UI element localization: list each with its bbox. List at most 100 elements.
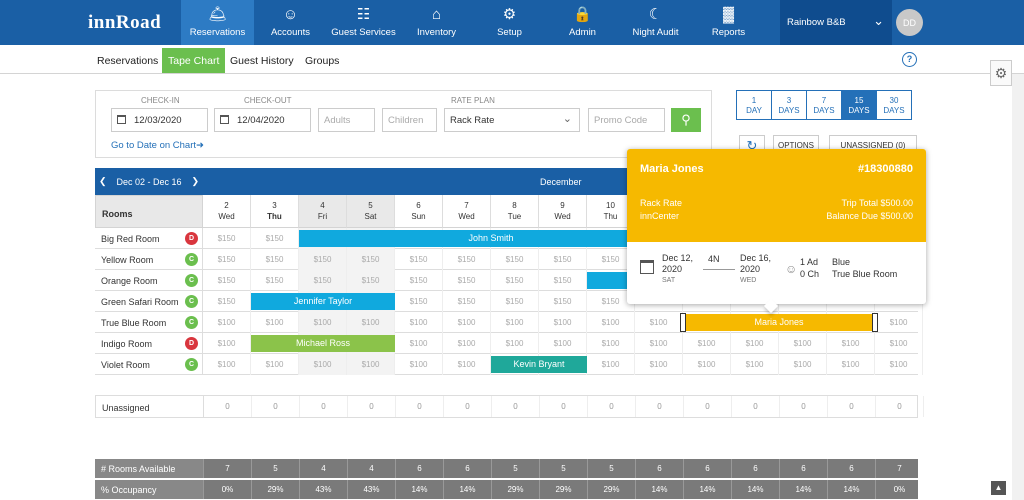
rate-cell[interactable]: $150 bbox=[203, 270, 251, 291]
rate-cell[interactable]: $100 bbox=[875, 354, 923, 375]
rate-cell[interactable]: $100 bbox=[299, 312, 347, 333]
rate-cell[interactable]: $150 bbox=[251, 228, 299, 249]
room-name[interactable]: Orange Room C bbox=[95, 270, 203, 291]
rate-cell[interactable]: $100 bbox=[731, 333, 779, 354]
scrollbar[interactable] bbox=[1012, 74, 1024, 500]
rate-cell[interactable]: $150 bbox=[395, 270, 443, 291]
rate-cell[interactable]: $100 bbox=[395, 333, 443, 354]
rate-cell[interactable]: $100 bbox=[587, 333, 635, 354]
rate-cell[interactable]: $100 bbox=[203, 333, 251, 354]
property-selector[interactable]: Rainbow B&B ⌄ bbox=[780, 0, 892, 45]
rate-cell[interactable]: $100 bbox=[443, 312, 491, 333]
rate-cell[interactable]: $150 bbox=[251, 249, 299, 270]
tab-reservations[interactable]: Reservations bbox=[97, 55, 159, 67]
rate-cell[interactable]: $100 bbox=[683, 333, 731, 354]
rate-cell[interactable]: $100 bbox=[491, 333, 539, 354]
nav-item-reports[interactable]: ▓ Reports bbox=[692, 0, 765, 45]
rate-cell[interactable]: $100 bbox=[251, 354, 299, 375]
rate-cell[interactable]: $100 bbox=[827, 354, 875, 375]
tab-guest-history[interactable]: Guest History bbox=[230, 55, 294, 67]
rate-cell[interactable]: $100 bbox=[443, 354, 491, 375]
rate-cell[interactable]: $100 bbox=[827, 333, 875, 354]
rate-cell[interactable]: $100 bbox=[635, 312, 683, 333]
room-name[interactable]: True Blue Room C bbox=[95, 312, 203, 333]
day-range-button-1[interactable]: 1 DAY bbox=[736, 90, 772, 120]
rate-cell[interactable]: $150 bbox=[539, 249, 587, 270]
day-range-button-7[interactable]: 7 DAYS bbox=[806, 90, 842, 120]
goto-date-link[interactable]: Go to Date on Chart➜ bbox=[111, 140, 204, 151]
rate-cell[interactable]: $150 bbox=[203, 249, 251, 270]
rate-cell[interactable]: $100 bbox=[347, 312, 395, 333]
rate-cell[interactable]: $100 bbox=[635, 333, 683, 354]
room-name[interactable]: Indigo Room D bbox=[95, 333, 203, 354]
rate-cell[interactable]: $100 bbox=[347, 354, 395, 375]
rate-cell[interactable]: $100 bbox=[875, 312, 923, 333]
reservation-bar[interactable]: John Smith bbox=[299, 230, 683, 247]
rateplan-select[interactable]: Rack Rate ⌄ bbox=[444, 108, 580, 132]
popup-reservation-number[interactable]: #18300880 bbox=[857, 163, 913, 175]
rate-cell[interactable]: $100 bbox=[491, 312, 539, 333]
rate-cell[interactable]: $150 bbox=[443, 270, 491, 291]
rate-cell[interactable]: $100 bbox=[251, 312, 299, 333]
rate-cell[interactable]: $150 bbox=[491, 249, 539, 270]
rate-cell[interactable]: $100 bbox=[203, 312, 251, 333]
chevron-right-icon[interactable]: ❯ bbox=[191, 176, 199, 186]
reservation-bar[interactable]: Jennifer Taylor bbox=[251, 293, 395, 310]
checkout-field[interactable]: 12/04/2020 bbox=[214, 108, 311, 132]
room-name[interactable]: Green Safari Room C bbox=[95, 291, 203, 312]
popup-guest-name[interactable]: Maria Jones bbox=[640, 163, 704, 175]
room-name[interactable]: Yellow Room C bbox=[95, 249, 203, 270]
rate-cell[interactable]: $150 bbox=[539, 291, 587, 312]
rate-cell[interactable]: $100 bbox=[587, 354, 635, 375]
room-name[interactable]: Big Red Room D bbox=[95, 228, 203, 249]
nav-item-guest-services[interactable]: ☷ Guest Services bbox=[327, 0, 400, 45]
rate-cell[interactable]: $100 bbox=[731, 354, 779, 375]
nav-item-reservations[interactable]: 🛎 Reservations bbox=[181, 0, 254, 45]
chevron-left-icon[interactable]: ❮ bbox=[99, 176, 107, 186]
rate-cell[interactable]: $100 bbox=[779, 333, 827, 354]
reservation-bar[interactable] bbox=[587, 272, 635, 289]
rate-cell[interactable]: $100 bbox=[443, 333, 491, 354]
rate-cell[interactable]: $100 bbox=[539, 333, 587, 354]
day-range-button-3[interactable]: 3 DAYS bbox=[771, 90, 807, 120]
search-button[interactable]: ⚲ bbox=[671, 108, 701, 132]
rate-cell[interactable]: $150 bbox=[299, 249, 347, 270]
room-name[interactable]: Violet Room C bbox=[95, 354, 203, 375]
children-field[interactable]: Children bbox=[382, 108, 437, 132]
rate-cell[interactable]: $100 bbox=[875, 333, 923, 354]
day-range-button-15[interactable]: 15 DAYS bbox=[841, 90, 877, 120]
rate-cell[interactable]: $100 bbox=[683, 354, 731, 375]
rate-cell[interactable]: $100 bbox=[587, 312, 635, 333]
rate-cell[interactable]: $100 bbox=[779, 354, 827, 375]
day-range-button-30[interactable]: 30 DAYS bbox=[876, 90, 912, 120]
rate-cell[interactable]: $100 bbox=[299, 354, 347, 375]
checkin-field[interactable]: 12/03/2020 bbox=[111, 108, 208, 132]
gear-icon[interactable]: ⚙ bbox=[990, 60, 1012, 86]
reservation-bar[interactable]: Maria Jones bbox=[680, 313, 878, 332]
help-icon[interactable]: ? bbox=[902, 52, 917, 67]
rate-cell[interactable]: $100 bbox=[395, 312, 443, 333]
reservation-bar[interactable]: Kevin Bryant bbox=[491, 356, 587, 373]
rate-cell[interactable]: $100 bbox=[203, 354, 251, 375]
rate-cell[interactable]: $150 bbox=[491, 291, 539, 312]
rate-cell[interactable]: $150 bbox=[491, 270, 539, 291]
rate-cell[interactable]: $150 bbox=[299, 270, 347, 291]
adults-field[interactable]: Adults bbox=[318, 108, 375, 132]
rate-cell[interactable]: $150 bbox=[347, 270, 395, 291]
nav-item-inventory[interactable]: ⌂ Inventory bbox=[400, 0, 473, 45]
rate-cell[interactable]: $150 bbox=[539, 270, 587, 291]
rate-cell[interactable]: $150 bbox=[395, 249, 443, 270]
rate-cell[interactable]: $150 bbox=[251, 270, 299, 291]
scroll-down-icon[interactable]: ▲ bbox=[991, 481, 1006, 495]
nav-item-night-audit[interactable]: ☾ Night Audit bbox=[619, 0, 692, 45]
rate-cell[interactable]: $150 bbox=[347, 249, 395, 270]
rate-cell[interactable]: $150 bbox=[203, 291, 251, 312]
resize-handle-left[interactable] bbox=[680, 313, 686, 332]
reservation-popup[interactable]: Maria Jones #18300880 Rack Rate innCente… bbox=[627, 149, 926, 304]
rate-cell[interactable]: $150 bbox=[443, 249, 491, 270]
resize-handle-right[interactable] bbox=[872, 313, 878, 332]
tab-groups[interactable]: Groups bbox=[305, 55, 340, 67]
nav-item-accounts[interactable]: ☺ Accounts bbox=[254, 0, 327, 45]
rate-cell[interactable]: $100 bbox=[539, 312, 587, 333]
tab-tape-chart[interactable]: Tape Chart bbox=[162, 48, 226, 73]
